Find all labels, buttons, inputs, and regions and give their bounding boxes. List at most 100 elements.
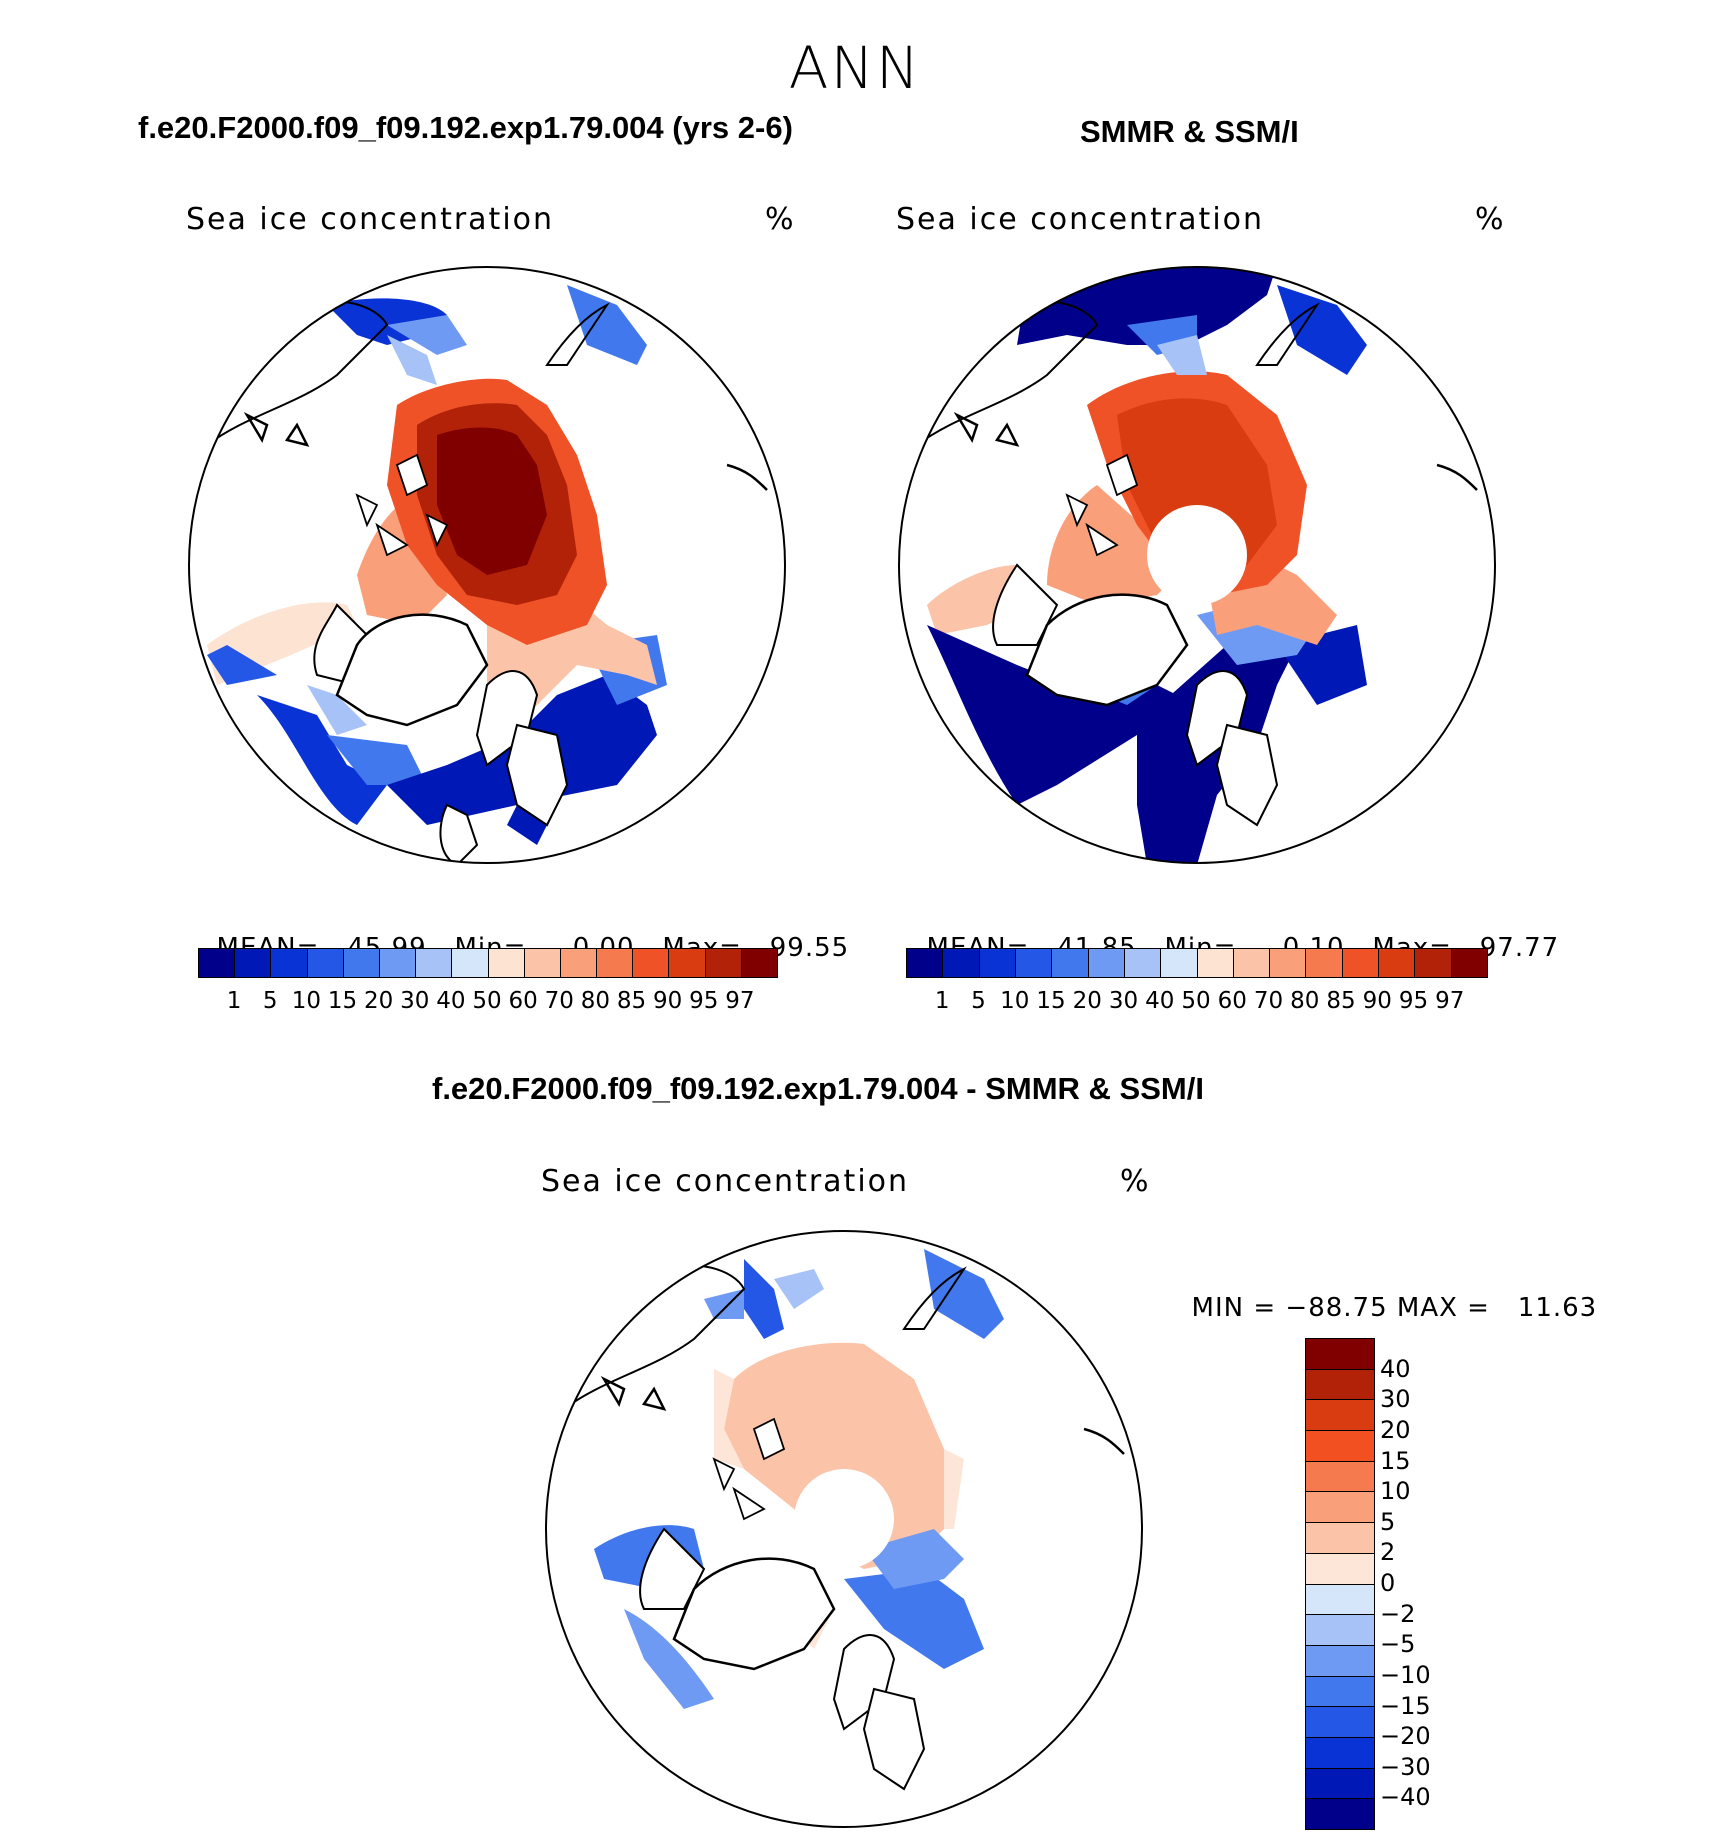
colorbar-observations-swatch: [1415, 949, 1452, 977]
panel-2-title: SMMR & SSM/I: [1080, 114, 1299, 149]
colorbar-model-tick-label: 80: [580, 988, 611, 1014]
colorbar-difference-swatch: [1306, 1768, 1374, 1800]
colorbar-observations-swatch: [1233, 949, 1271, 977]
colorbar-model-tick-label: 60: [508, 988, 538, 1014]
colorbar-observations-tick-label: 1: [934, 988, 950, 1014]
colorbar-model-swatch: [307, 949, 344, 977]
colorbar-observations-swatch: [1161, 949, 1198, 977]
colorbar-model-tick-label: 5: [262, 988, 278, 1014]
panel-3-max-label: MAX =: [1396, 1293, 1490, 1323]
colorbar-difference: [1305, 1338, 1375, 1830]
colorbar-difference-tick-label: 15: [1380, 1446, 1411, 1475]
colorbar-observations-tick-label: 20: [1072, 988, 1102, 1014]
colorbar-difference-swatch: [1306, 1431, 1374, 1462]
map-observations: [898, 266, 1496, 864]
colorbar-model-tick-label: 15: [327, 988, 358, 1014]
colorbar-difference-tick-label: −5: [1380, 1630, 1416, 1659]
colorbar-model-tick-label: 95: [689, 988, 719, 1014]
colorbar-observations-tick-label: 95: [1398, 988, 1429, 1014]
colorbar-difference-tick-label: 10: [1380, 1477, 1411, 1506]
colorbar-observations-swatch: [1197, 949, 1234, 977]
colorbar-difference-tick-label: 5: [1380, 1507, 1396, 1536]
colorbar-difference-tick-label: −15: [1380, 1691, 1431, 1720]
colorbar-model-tick-label: 90: [652, 988, 683, 1014]
colorbar-model-swatch: [560, 949, 598, 977]
panel-3-stats: MIN = −88.75 MAX = 11.63: [1173, 1263, 1597, 1323]
panel-3-title: f.e20.F2000.f09_f09.192.exp1.79.004 - SM…: [432, 1071, 1204, 1106]
colorbar-difference-tick-label: 2: [1380, 1538, 1396, 1567]
colorbar-difference-swatch: [1306, 1707, 1374, 1738]
colorbar-observations-ticks: 1 5 10 15 20 30 40 50 60 70 80 85 90 95 97: [906, 988, 1486, 1018]
colorbar-difference-tick-label: −20: [1380, 1722, 1431, 1751]
colorbar-model-tick-label: 20: [363, 988, 394, 1014]
page-title: ANN: [788, 34, 922, 102]
colorbar-observations-swatch: [1270, 949, 1307, 977]
colorbar-observations-tick-label: 30: [1108, 988, 1139, 1014]
colorbar-difference-swatch: [1306, 1737, 1374, 1769]
colorbar-model-swatch: [741, 949, 777, 977]
colorbar-observations-tick-label: 85: [1326, 988, 1356, 1014]
colorbar-difference-swatch: [1306, 1615, 1374, 1646]
panel-2-units: %: [1475, 202, 1504, 237]
colorbar-model-tick-label: 40: [436, 988, 466, 1014]
colorbar-model-swatch: [705, 949, 742, 977]
panel-1-variable-label: Sea ice concentration: [186, 202, 555, 237]
colorbar-observations-swatch: [1015, 949, 1053, 977]
colorbar-model-tick-label: 1: [226, 988, 242, 1014]
colorbar-model-tick-label: 97: [725, 988, 755, 1014]
colorbar-difference-tick-label: 0: [1380, 1569, 1396, 1597]
colorbar-difference-swatch: [1306, 1400, 1374, 1432]
map-model: [188, 266, 786, 864]
colorbar-model-swatch: [235, 949, 272, 977]
colorbar-difference-swatch: [1306, 1461, 1374, 1493]
colorbar-observations-swatch: [943, 949, 980, 977]
panel-2-max-value: 97.77: [1479, 933, 1560, 963]
colorbar-model-tick-label: 70: [544, 988, 574, 1014]
colorbar-observations-swatch: [1306, 949, 1343, 977]
colorbar-difference-tick-label: −2: [1380, 1599, 1416, 1628]
colorbar-observations-swatch: [1124, 949, 1162, 977]
colorbar-model-ticks: 1 5 10 15 20 30 40 50 60 70 80 85 90 95 97: [198, 988, 776, 1018]
colorbar-observations-tick-label: 50: [1181, 988, 1211, 1014]
colorbar-model: [198, 948, 778, 978]
colorbar-model-tick-label: 10: [291, 988, 322, 1014]
panel-3-max-value: 11.63: [1517, 1293, 1598, 1323]
colorbar-model-swatch: [452, 949, 489, 977]
colorbar-difference-tick-label: 30: [1380, 1385, 1411, 1414]
colorbar-model-tick-label: 30: [400, 988, 430, 1014]
colorbar-model-swatch: [416, 949, 453, 977]
colorbar-observations-swatch: [1379, 949, 1416, 977]
colorbar-model-swatch: [488, 949, 525, 977]
colorbar-difference-tick-label: −30: [1380, 1752, 1431, 1781]
colorbar-model-swatch: [199, 949, 236, 977]
colorbar-observations-swatch: [979, 949, 1016, 977]
colorbar-difference-swatch: [1306, 1676, 1374, 1708]
colorbar-model-tick-label: 50: [472, 988, 502, 1014]
colorbar-difference-tick-label: 20: [1380, 1415, 1411, 1444]
colorbar-observations-swatch: [907, 949, 944, 977]
colorbar-observations-tick-label: 10: [1000, 988, 1030, 1014]
colorbar-difference-swatch: [1306, 1492, 1374, 1524]
colorbar-observations-tick-label: 5: [971, 988, 986, 1014]
colorbar-observations-tick-label: 15: [1036, 988, 1066, 1014]
colorbar-difference-tick-label: −40: [1380, 1783, 1431, 1812]
colorbar-model-swatch: [379, 949, 417, 977]
panel-1-units: %: [765, 202, 794, 237]
colorbar-difference-swatch: [1306, 1584, 1374, 1616]
colorbar-observations-swatch: [1342, 949, 1380, 977]
colorbar-model-swatch: [343, 949, 380, 977]
colorbar-difference-swatch: [1306, 1645, 1374, 1677]
panel-2-variable-label: Sea ice concentration: [896, 202, 1265, 237]
colorbar-observations-tick-label: 40: [1145, 988, 1175, 1014]
colorbar-model-swatch: [597, 949, 634, 977]
colorbar-observations-tick-label: 70: [1253, 988, 1284, 1014]
colorbar-difference-swatch: [1306, 1523, 1374, 1554]
map-difference: [545, 1230, 1143, 1828]
panel-1-max-value: 99.55: [769, 933, 850, 963]
colorbar-model-swatch: [633, 949, 670, 977]
panel-3-min-label: MIN =: [1191, 1293, 1277, 1323]
panel-1-title: f.e20.F2000.f09_f09.192.exp1.79.004 (yrs…: [138, 110, 793, 145]
colorbar-observations-swatch: [1451, 949, 1487, 977]
colorbar-difference-ticks: 40 30 20 15 10 5 2 0 −2 −5 −10 −15 −20 −30 −40: [1380, 1338, 1480, 1828]
colorbar-model-swatch: [524, 949, 561, 977]
